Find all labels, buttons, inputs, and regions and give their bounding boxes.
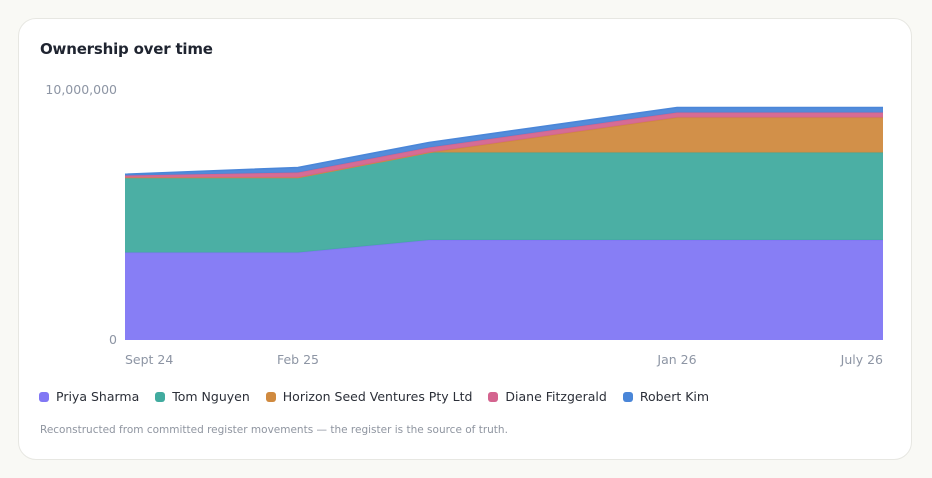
x-tick-label: Feb 25 bbox=[277, 352, 319, 367]
area-series-horizon-seed-ventures-pty-ltd bbox=[125, 117, 883, 178]
legend-item-horizon-seed-ventures-pty-ltd: Horizon Seed Ventures Pty Ltd bbox=[265, 389, 473, 404]
area-line-robert-kim bbox=[124, 106, 883, 176]
area-series-tom-nguyen bbox=[125, 152, 883, 253]
legend-swatch bbox=[155, 391, 166, 402]
chart-footnote: Reconstructed from committed register mo… bbox=[40, 424, 508, 436]
legend-item-priya-sharma: Priya Sharma bbox=[39, 389, 139, 404]
chart-legend: Priya Sharma Tom Nguyen Horizon Seed Ventu… bbox=[39, 389, 709, 404]
legend-label: Robert Kim bbox=[639, 389, 710, 404]
x-tick-label: July 26 bbox=[840, 352, 883, 367]
chart-title: Ownership over time bbox=[40, 40, 213, 58]
legend-label: Tom Nguyen bbox=[172, 389, 250, 404]
legend-swatch bbox=[265, 391, 276, 402]
area-series-priya-sharma bbox=[125, 240, 883, 340]
x-tick-label: Sept 24 bbox=[125, 352, 173, 367]
x-tick-label: Jan 26 bbox=[656, 352, 696, 367]
legend-label: Priya Sharma bbox=[56, 389, 140, 404]
legend-swatch bbox=[622, 391, 633, 402]
legend-item-tom-nguyen: Tom Nguyen bbox=[155, 389, 250, 404]
ownership-area-chart: 10,000,000 0 Sept 24 Feb 25 Jan 26 July 26 bbox=[45, 82, 883, 367]
y-tick-label: 10,000,000 bbox=[45, 82, 117, 97]
legend-swatch bbox=[39, 391, 49, 402]
ownership-chart-card: Ownership over time 10,000,000 0 Sept 24 Fe… bbox=[18, 18, 912, 460]
legend-label: Horizon Seed Ventures Pty Ltd bbox=[282, 389, 473, 404]
legend-item-robert-kim: Robert Kim bbox=[622, 389, 710, 404]
legend-label: Diane Fitzgerald bbox=[505, 389, 607, 404]
legend-swatch bbox=[488, 391, 499, 402]
y-tick-label: 0 bbox=[109, 332, 117, 347]
legend-item-diane-fitzgerald: Diane Fitzgerald bbox=[488, 389, 607, 404]
